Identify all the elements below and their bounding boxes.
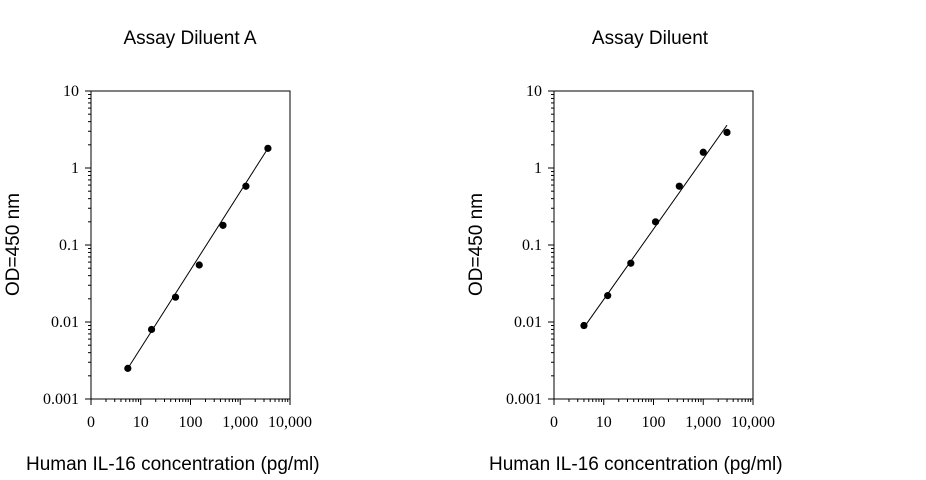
data-point	[651, 218, 660, 226]
data-point	[219, 221, 227, 229]
x-tick-label: 0	[550, 414, 558, 431]
y-tick-label: 1	[71, 160, 79, 177]
y-tick-label: 10	[63, 83, 79, 100]
x-tick-label: 0	[87, 414, 95, 431]
x-tick-label: 100	[642, 414, 666, 431]
x-axis-label: Human IL-16 concentration (pg/ml)	[489, 454, 783, 475]
y-tick-label: 0.001	[506, 391, 542, 408]
data-point	[627, 259, 635, 267]
y-tick-label: 0.1	[522, 237, 542, 254]
data-point	[124, 364, 132, 372]
x-tick-label: 10,000	[731, 414, 775, 431]
x-tick-label: 10	[133, 414, 149, 431]
x-axis-label: Human IL-16 concentration (pg/ml)	[26, 454, 320, 475]
x-tick-label: 10,000	[268, 414, 312, 431]
y-tick-label: 0.001	[43, 391, 79, 408]
chart-panel-right: Assay Diluent OD=450 nm 0.001 0.01 0.1 1 10 0…	[463, 0, 926, 480]
data-point	[147, 325, 156, 334]
data-point	[699, 148, 707, 156]
chart-panel-left: Assay Diluent A OD=450 nm 0.001 0.01 0.1 1 1…	[3, 28, 320, 475]
chart-title: Assay Diluent	[591, 28, 709, 49]
fit-line	[127, 148, 269, 369]
y-tick-label: 0.01	[514, 314, 542, 331]
x-tick-label: 1,000	[685, 414, 721, 431]
y-tick-label: 0.01	[51, 314, 79, 331]
x-tick-label: 100	[179, 414, 203, 431]
y-tick-label: 1	[534, 160, 542, 177]
data-point	[242, 182, 250, 190]
data-point	[195, 261, 203, 269]
chart-title: Assay Diluent A	[123, 28, 257, 49]
data-point	[675, 182, 683, 190]
data-point	[723, 128, 731, 136]
plot-frame	[90, 90, 291, 400]
data-point	[171, 293, 180, 301]
data-point	[580, 321, 588, 330]
plot-frame	[553, 90, 754, 400]
data-point	[264, 144, 272, 152]
y-tick-label: 0.1	[59, 237, 79, 254]
x-tick-label: 1,000	[222, 414, 258, 431]
data-point	[604, 292, 612, 300]
x-tick-label: 10	[596, 414, 612, 431]
y-tick-label: 10	[526, 83, 542, 100]
